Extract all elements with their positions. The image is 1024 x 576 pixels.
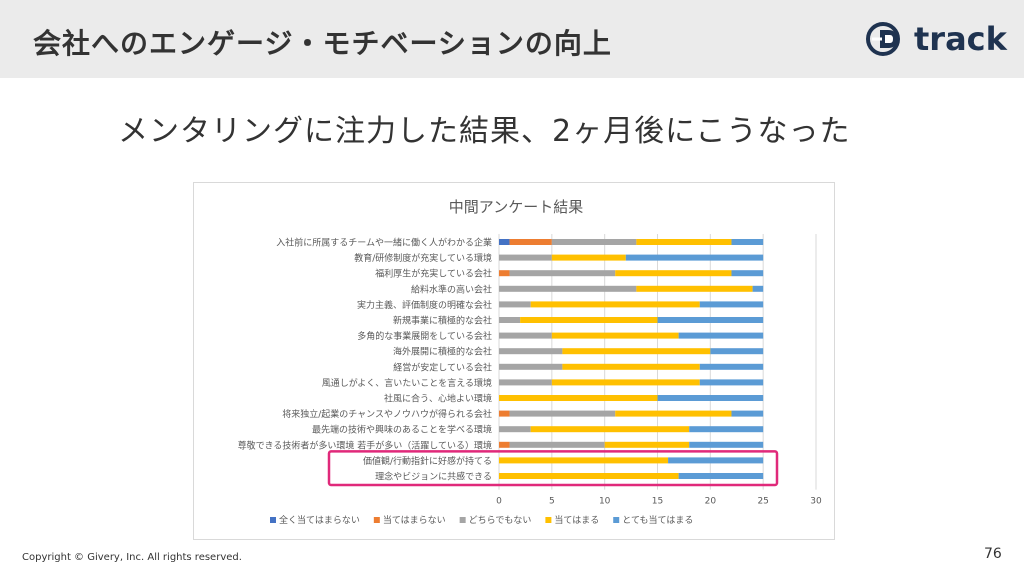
bar-segment	[551, 254, 626, 261]
stacked-bar-chart: 中間アンケート結果 入社前に所属するチームや一緒に働く人がわかる企業教育/研修制…	[238, 198, 822, 526]
bar-segment	[710, 348, 764, 355]
x-tick-label: 5	[549, 497, 555, 507]
legend-swatch	[373, 517, 380, 523]
legend-label: 全く当てはまらない	[279, 514, 360, 526]
bar-segment	[615, 270, 732, 277]
bar-segment	[499, 379, 552, 386]
bar-segment	[499, 395, 658, 401]
bar-segment	[636, 239, 732, 245]
x-tick-label: 10	[599, 497, 611, 507]
legend-swatch	[613, 517, 620, 523]
bar-segment	[520, 317, 658, 323]
category-label: 社風に合う、心地よい環境	[384, 393, 492, 405]
bar-segment	[499, 457, 669, 464]
y-axis-labels: 入社前に所属するチームや一緒に働く人がわかる企業教育/研修制度が充実している環境…	[238, 237, 492, 483]
category-label: 理念やビジョンに共感できる	[375, 471, 492, 483]
bar-segment	[499, 473, 679, 479]
bar-segment	[657, 395, 764, 401]
bar-segment	[551, 332, 679, 339]
bar-segment	[562, 363, 700, 370]
bar-segment	[699, 379, 764, 386]
bar-segment	[657, 317, 764, 323]
bar-segment	[499, 348, 563, 355]
legend-label: 当てはまらない	[383, 514, 446, 526]
bar-segment	[668, 457, 764, 464]
category-label: 福利厚生が充実している会社	[375, 268, 492, 280]
slide-title: 会社へのエンゲージ・モチベーションの向上	[33, 27, 612, 60]
bar-segment	[499, 285, 637, 292]
legend-label: とても当てはまる	[622, 514, 693, 526]
category-label: 実力主義、評価制度の明確な会社	[357, 299, 492, 311]
bar-segment	[499, 363, 563, 370]
slide-subtitle: メンタリングに注力した結果、2ヶ月後にこうなった	[118, 114, 851, 149]
highlight-box	[327, 450, 779, 487]
legend-swatch	[270, 517, 276, 523]
category-label: 価値観/行動指針に好感が持てる	[363, 455, 492, 467]
bar-segment	[551, 379, 700, 386]
bar-segment	[678, 473, 764, 479]
chart-bars	[499, 239, 764, 479]
category-label: 入社前に所属するチームや一緒に働く人がわかる企業	[276, 237, 492, 249]
bar-segment	[731, 239, 764, 245]
x-tick-label: 15	[652, 497, 663, 507]
bar-segment	[731, 270, 764, 277]
category-label: 将来独立/起業のチャンスやノウハウが得られる会社	[282, 408, 492, 420]
chart-title: 中間アンケート結果	[449, 198, 583, 216]
x-axis-ticks: 0 5 10 15 20 25 30	[496, 497, 822, 507]
bar-segment	[604, 441, 690, 448]
bar-segment	[636, 285, 753, 292]
x-tick-label: 30	[810, 497, 822, 507]
bar-segment	[678, 332, 764, 339]
bar-segment	[625, 254, 764, 261]
category-label: 教育/研修制度が充実している環境	[354, 252, 492, 264]
category-label: 多角的な事業展開をしている会社	[357, 330, 492, 342]
x-tick-label: 20	[705, 497, 717, 507]
bar-segment	[699, 301, 764, 308]
bar-segment	[699, 363, 764, 370]
legend-label: 当てはまる	[554, 514, 599, 526]
bar-segment	[615, 410, 732, 417]
track-logo: track	[866, 20, 1007, 58]
bar-segment	[499, 410, 510, 417]
bar-segment	[689, 426, 764, 433]
bar-segment	[499, 441, 510, 448]
chart-container: 中間アンケート結果 入社前に所属するチームや一緒に働く人がわかる企業教育/研修制…	[193, 182, 835, 540]
bar-segment	[731, 410, 764, 417]
bar-segment	[689, 441, 764, 448]
bar-segment	[499, 239, 510, 245]
bar-segment	[752, 285, 764, 292]
bar-segment	[499, 254, 552, 261]
bar-segment	[509, 410, 616, 417]
category-label: 最先端の技術や興味のあることを学べる環境	[312, 424, 492, 436]
slide-header: 会社へのエンゲージ・モチベーションの向上 track	[0, 0, 1024, 78]
category-label: 尊敬できる技術者が多い環境 若手が多い（活躍している）環境	[238, 439, 492, 451]
legend-swatch	[459, 517, 466, 523]
copyright-text: Copyright © Givery, Inc. All rights rese…	[22, 552, 242, 563]
x-tick-label: 25	[757, 497, 768, 507]
legend-swatch	[545, 517, 552, 523]
bar-segment	[562, 348, 711, 355]
chart-legend: 全く当てはまらない 当てはまらない どちらでもない 当てはまる とても当てはまる	[270, 514, 693, 526]
category-label: 海外展開に積極的な会社	[393, 346, 492, 358]
bar-segment	[499, 301, 531, 308]
bar-segment	[499, 270, 510, 277]
bar-segment	[509, 270, 616, 277]
logo-text: track	[914, 20, 1007, 58]
category-label: 風通しがよく、言いたいことを言える環境	[322, 377, 492, 389]
bar-segment	[499, 426, 531, 433]
bar-segment	[499, 332, 552, 339]
bar-segment	[530, 301, 700, 308]
bar-segment	[551, 239, 637, 245]
category-label: 新規事業に積極的な会社	[393, 315, 492, 327]
bar-segment	[499, 317, 521, 323]
bar-segment	[509, 239, 552, 245]
category-label: 給料水準の高い会社	[411, 283, 492, 295]
track-logo-icon	[866, 22, 900, 56]
bar-segment	[509, 441, 605, 448]
category-label: 経営が安定している会社	[393, 361, 492, 373]
page-number: 76	[984, 546, 1002, 562]
bar-segment	[530, 426, 690, 433]
legend-label: どちらでもない	[469, 515, 532, 526]
x-tick-label: 0	[496, 497, 502, 507]
